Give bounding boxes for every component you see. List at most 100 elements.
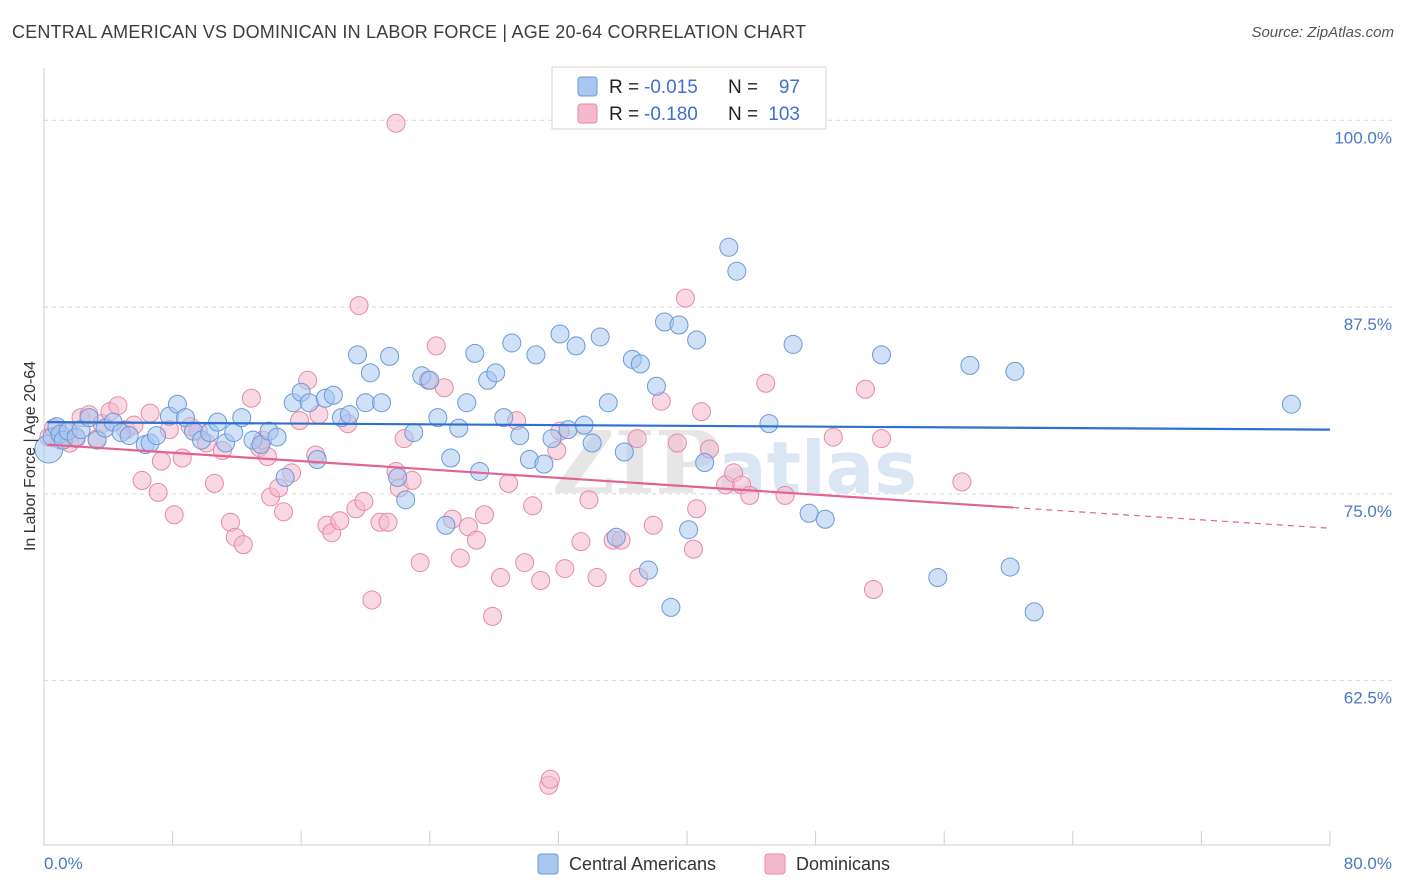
dominicans-point-74 (571, 532, 591, 552)
dominicans-point-93 (855, 379, 875, 399)
central-americans-point-71 (590, 327, 610, 347)
dominicans-point-49 (378, 512, 398, 532)
dominicans-point-67 (515, 553, 535, 573)
dominicans-point-62 (474, 505, 494, 525)
central-americans-point-59 (494, 408, 514, 428)
dominicans-point-56 (426, 336, 446, 356)
central-americans-point-52 (441, 448, 461, 468)
dominicans-point-28 (233, 535, 253, 555)
central-americans-point-94 (1000, 557, 1020, 577)
central-americans-point-37 (323, 385, 343, 405)
dominicans-point-84 (691, 402, 711, 422)
central-americans-point-31 (275, 467, 295, 487)
dominicans-point-29 (241, 388, 261, 408)
central-americans-point-80 (661, 597, 681, 617)
central-americans-point-41 (356, 393, 375, 413)
central-americans-point-34 (299, 393, 319, 413)
dominicans-point-15 (140, 403, 160, 423)
dominicans-point-11 (108, 396, 128, 416)
y-tick-label-1: 87.5% (1344, 315, 1392, 334)
dominicans-point-16 (148, 482, 168, 502)
dominicans-point-20 (172, 448, 192, 468)
dominicans-point-73 (555, 559, 575, 579)
dominicans-point-54 (410, 553, 430, 573)
dominicans-point-14 (132, 470, 152, 490)
dominicans-point-17 (151, 451, 171, 471)
trend-lines (47, 421, 1331, 529)
central-americans-point-46 (396, 490, 416, 510)
central-americans-point-45 (388, 467, 408, 487)
dominicans-point-96 (952, 472, 972, 492)
central-americans-point-64 (534, 454, 554, 474)
dominicans-point-24 (204, 473, 224, 493)
central-americans-point-97 (1281, 394, 1301, 414)
legend-n-label-2: N = (728, 104, 758, 125)
central-americans-point-54 (457, 393, 477, 413)
legend-n-value-1: 97 (779, 77, 800, 98)
central-americans-point-77 (638, 560, 658, 580)
central-americans-point-67 (558, 420, 578, 440)
series-legend-label-dominicans: Dominicans (796, 854, 890, 874)
central-americans-point-42 (360, 363, 380, 383)
dominicans-point-81 (667, 433, 687, 453)
dominicans-point-69 (531, 571, 551, 591)
legend-r-value-1: -0.015 (644, 77, 698, 98)
central-americans-point-58 (486, 363, 506, 383)
central-americans-point-30 (267, 427, 287, 447)
dominicans-point-75 (579, 490, 599, 510)
central-americans-point-66 (550, 324, 570, 344)
central-americans-point-95 (1005, 361, 1025, 381)
dominicans-trend-line-extension (1013, 506, 1331, 529)
central-americans-point-81 (669, 315, 689, 335)
central-americans-point-85 (719, 237, 739, 257)
series-legend-label-central-americans: Central Americans (569, 854, 716, 874)
correlation-legend: R = -0.015 N = 97 R = -0.180 N = 103 (551, 66, 827, 130)
central-americans-point-73 (606, 527, 626, 547)
dominicans-point-36 (290, 411, 310, 431)
central-americans-point-65 (542, 429, 562, 449)
central-americans-point-86 (727, 261, 747, 281)
dominicans-point-100 (687, 499, 707, 519)
dominicans-point-59 (450, 548, 470, 568)
dominicans-point-102 (540, 769, 560, 789)
legend-r-label-2: R = (609, 104, 639, 125)
dominicans-point-63 (482, 606, 502, 626)
central-americans-point-43 (372, 393, 392, 413)
central-americans-point-72 (598, 393, 618, 413)
central-americans-point-88 (783, 334, 803, 354)
legend-n-value-2: 103 (768, 104, 800, 125)
dominicans-point-79 (627, 429, 647, 449)
legend-r-label-1: R = (609, 77, 639, 98)
central-americans-point-91 (872, 345, 892, 365)
central-americans-point-83 (687, 330, 707, 350)
y-tick-label-2: 75.0% (1344, 502, 1392, 521)
legend-swatch-pink (577, 103, 598, 124)
legend-n-label-1: N = (728, 77, 758, 98)
dominicans-point-95 (872, 429, 892, 449)
central-americans-point-63 (526, 345, 546, 365)
y-tick-label-3: 62.5% (1344, 689, 1392, 708)
central-americans-point-92 (928, 568, 948, 588)
central-americans-point-74 (614, 442, 634, 462)
central-americans-point-55 (465, 343, 485, 363)
dominicans-point-80 (643, 515, 663, 535)
dominicans-point-68 (523, 496, 543, 516)
dominicans-point-19 (164, 505, 184, 525)
x-ticks (43, 831, 1331, 845)
central-americans-point-40 (347, 345, 367, 365)
dominicans-point-92 (823, 427, 843, 447)
x-tick-label-max: 80.0% (1344, 854, 1392, 873)
dominicans-point-83 (683, 539, 703, 559)
central-americans-point-13 (119, 426, 139, 446)
central-americans-point-8 (79, 408, 99, 428)
dominicans-point-97 (386, 113, 406, 133)
central-americans-point-68 (566, 336, 586, 356)
central-americans-point-16 (147, 426, 167, 446)
central-americans-point-51 (436, 515, 456, 535)
y-axis-label: In Labor Force | Age 20-64 (22, 361, 39, 551)
dominicans-point-42 (330, 511, 350, 531)
dominicans-point-65 (499, 473, 519, 493)
central-americans-point-89 (799, 503, 819, 523)
central-americans-trend-line (47, 421, 1331, 431)
